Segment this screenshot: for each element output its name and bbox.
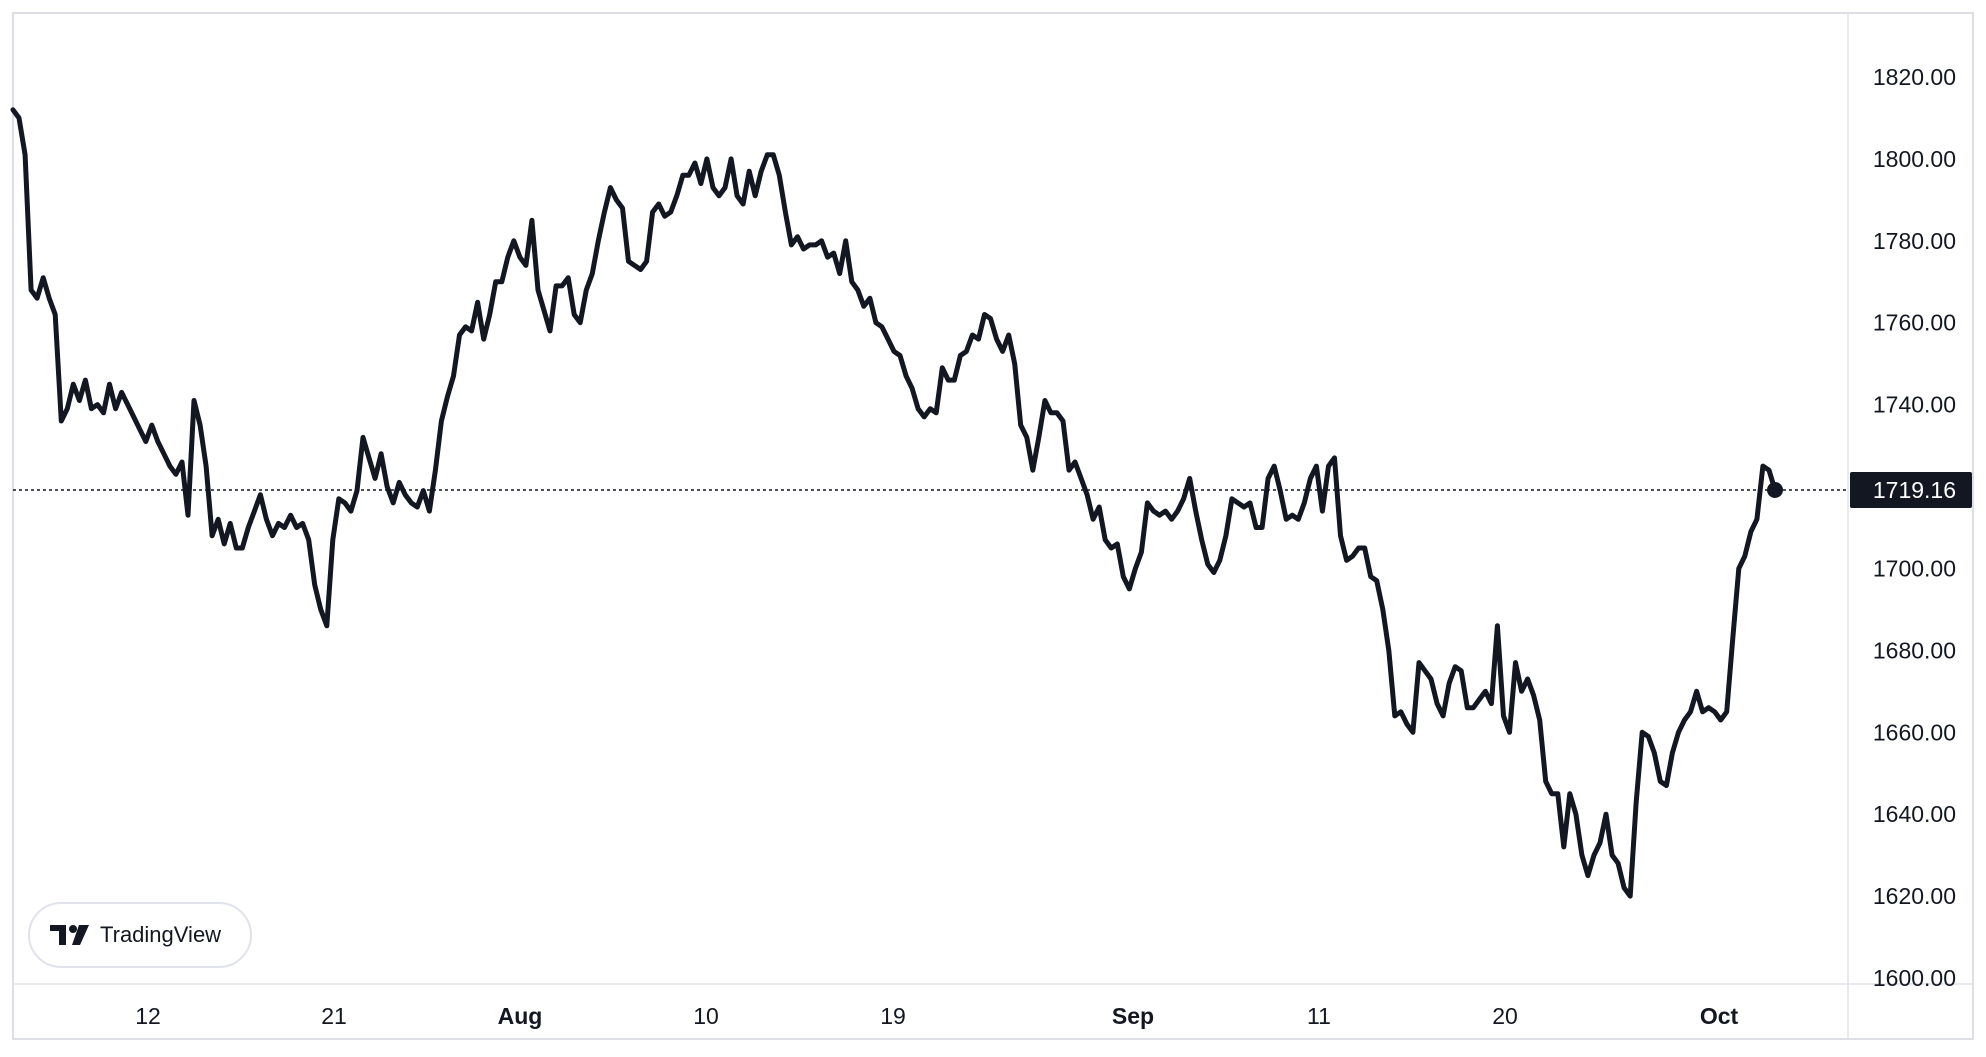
y-tick-label: 1780.00: [1873, 228, 1956, 254]
y-tick-label: 1640.00: [1873, 801, 1956, 827]
x-tick-label: 11: [1307, 1003, 1331, 1029]
time-axis[interactable]: 12 21 Aug 10 19 Sep 11 20 Oct: [135, 1003, 1738, 1029]
y-tick-label: 1800.00: [1873, 146, 1956, 172]
x-tick-label: 20: [1492, 1003, 1518, 1029]
tradingview-logo-text: TradingView: [100, 922, 222, 947]
y-tick-label: 1680.00: [1873, 637, 1956, 663]
x-tick-label: 12: [135, 1003, 161, 1029]
x-tick-label: 21: [321, 1003, 347, 1029]
y-tick-label: 1660.00: [1873, 719, 1956, 745]
y-tick-label: 1600.00: [1873, 965, 1956, 991]
y-tick-label: 1760.00: [1873, 310, 1956, 336]
last-price-label: 1719.16: [1873, 477, 1956, 503]
x-tick-label: 10: [693, 1003, 719, 1029]
y-tick-label: 1820.00: [1873, 64, 1956, 90]
last-price-label-bg: [1850, 471, 1972, 508]
y-tick-label: 1740.00: [1873, 392, 1956, 418]
tradingview-logo-icon: [50, 925, 89, 945]
price-axis[interactable]: 1820.001800.001780.001760.001740.001720.…: [1873, 64, 1956, 991]
x-tick-label: Oct: [1700, 1003, 1739, 1029]
price-series-line: [10, 107, 1778, 899]
x-tick-label: Sep: [1112, 1003, 1154, 1029]
x-tick-label: 19: [880, 1003, 906, 1029]
plot-area: 1719.16: [10, 107, 1972, 899]
y-tick-label: 1620.00: [1873, 883, 1956, 909]
y-tick-label: 1700.00: [1873, 555, 1956, 581]
chart-frame: [12, 12, 1974, 1040]
tradingview-logo-badge[interactable]: TradingView: [28, 902, 252, 968]
last-price-marker: [1767, 481, 1783, 498]
x-tick-label: Aug: [498, 1003, 543, 1029]
